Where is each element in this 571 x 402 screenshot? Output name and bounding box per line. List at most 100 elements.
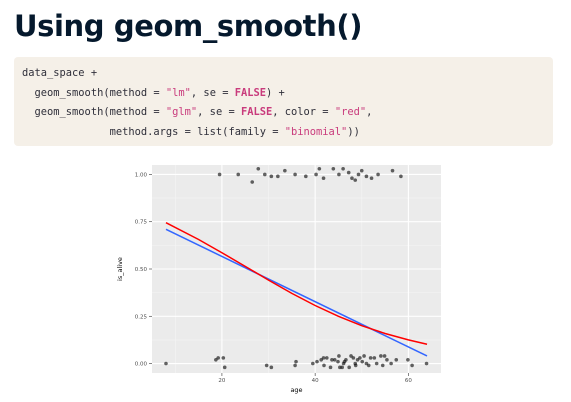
data-point bbox=[276, 174, 280, 179]
code-line: geom_smooth(method = "lm", se = FALSE) + bbox=[22, 84, 553, 104]
y-tick-label: 0.75 bbox=[135, 220, 148, 226]
data-point bbox=[337, 172, 341, 177]
code-text: ) + bbox=[266, 86, 285, 99]
data-point bbox=[321, 356, 326, 360]
code-text: geom_smooth(method = bbox=[22, 86, 166, 99]
data-point bbox=[369, 176, 374, 181]
data-point bbox=[256, 166, 261, 171]
data-point bbox=[368, 356, 373, 360]
data-point bbox=[217, 172, 222, 177]
data-point bbox=[250, 180, 255, 184]
data-point bbox=[358, 356, 362, 360]
data-point bbox=[328, 365, 333, 370]
code-string: "lm" bbox=[165, 86, 191, 99]
code-text: , se = bbox=[197, 106, 241, 119]
data-point bbox=[350, 176, 354, 181]
data-point bbox=[331, 166, 336, 171]
plot-svg: 0.00 0.25 0.50 0.75 1.00 20 40 60 age is_alive bbox=[116, 165, 441, 394]
data-point bbox=[346, 170, 351, 175]
code-block: data_space + geom_smooth(method = "lm", … bbox=[14, 57, 553, 146]
data-point bbox=[356, 172, 361, 177]
data-point bbox=[341, 166, 345, 171]
data-point bbox=[399, 174, 403, 179]
data-point bbox=[389, 361, 393, 366]
y-tick-label: 0.50 bbox=[135, 267, 148, 273]
data-point bbox=[366, 363, 371, 368]
data-point bbox=[390, 168, 395, 173]
data-point bbox=[364, 174, 369, 179]
data-point bbox=[332, 357, 337, 362]
data-point bbox=[164, 361, 168, 366]
x-tick-label: 40 bbox=[312, 378, 319, 384]
data-point bbox=[353, 178, 358, 182]
data-point bbox=[317, 166, 322, 171]
data-point bbox=[347, 365, 351, 370]
code-text: data_space + bbox=[22, 67, 98, 79]
code-text: , color = bbox=[272, 106, 335, 119]
code-text: geom_smooth(method = bbox=[22, 106, 166, 119]
data-point bbox=[360, 359, 365, 364]
fit-line-glm bbox=[165, 222, 428, 345]
data-point bbox=[362, 354, 366, 358]
data-point bbox=[269, 174, 274, 179]
data-point bbox=[293, 172, 297, 177]
code-line: method.args = list(family = "binomial")) bbox=[22, 123, 553, 143]
x-axis-label: age bbox=[290, 386, 302, 394]
x-tick-label: 60 bbox=[405, 378, 412, 384]
data-point bbox=[315, 359, 319, 364]
data-point bbox=[264, 363, 269, 368]
data-point bbox=[406, 357, 410, 362]
code-text: , bbox=[366, 106, 373, 119]
data-point bbox=[304, 174, 308, 179]
data-point bbox=[410, 363, 414, 368]
data-point bbox=[353, 363, 358, 368]
data-point bbox=[385, 357, 389, 362]
data-point bbox=[216, 356, 220, 360]
y-tick-label: 0.00 bbox=[135, 362, 148, 368]
data-point bbox=[221, 356, 226, 360]
data-point bbox=[311, 361, 315, 366]
y-tick-label: 0.25 bbox=[135, 314, 148, 320]
data-point bbox=[293, 363, 297, 368]
y-tick-label: 1.00 bbox=[135, 172, 148, 178]
slide-title: Using geom_smooth() bbox=[14, 9, 363, 43]
data-point bbox=[222, 365, 227, 370]
data-point bbox=[376, 172, 380, 177]
y-axis-label: is_alive bbox=[116, 257, 124, 281]
data-point bbox=[382, 354, 387, 358]
code-string: "red" bbox=[334, 106, 367, 119]
data-point bbox=[236, 172, 241, 177]
data-point bbox=[322, 363, 326, 368]
data-point bbox=[324, 356, 329, 360]
data-point bbox=[294, 359, 298, 364]
data-point bbox=[424, 361, 429, 366]
data-point bbox=[374, 361, 379, 366]
data-point bbox=[321, 176, 326, 181]
data-point bbox=[394, 357, 399, 362]
data-point bbox=[263, 172, 267, 177]
data-point bbox=[336, 359, 340, 364]
data-point bbox=[314, 172, 318, 177]
code-line: geom_smooth(method = "glm", se = FALSE, … bbox=[22, 103, 553, 123]
data-point bbox=[372, 356, 377, 360]
data-point bbox=[351, 356, 356, 360]
code-string: "binomial" bbox=[284, 125, 348, 138]
code-keyword: FALSE bbox=[234, 86, 266, 99]
code-line: data_space + bbox=[22, 64, 553, 84]
data-point bbox=[340, 365, 344, 370]
data-point bbox=[359, 168, 364, 173]
scatter-plot: 0.00 0.25 0.50 0.75 1.00 20 40 60 age is_alive bbox=[108, 158, 443, 394]
fit-line-lm bbox=[165, 228, 428, 357]
data-point bbox=[283, 168, 287, 173]
data-point bbox=[379, 354, 383, 358]
code-text: method.args = list(family = bbox=[22, 125, 285, 138]
data-point bbox=[344, 357, 348, 362]
code-string: "glm" bbox=[165, 106, 198, 119]
data-point bbox=[380, 363, 385, 368]
code-keyword: FALSE bbox=[240, 106, 273, 119]
code-text: )) bbox=[347, 125, 360, 138]
x-tick-label: 20 bbox=[218, 378, 225, 384]
data-point bbox=[330, 357, 334, 362]
data-point bbox=[269, 365, 274, 370]
data-point bbox=[337, 354, 341, 358]
